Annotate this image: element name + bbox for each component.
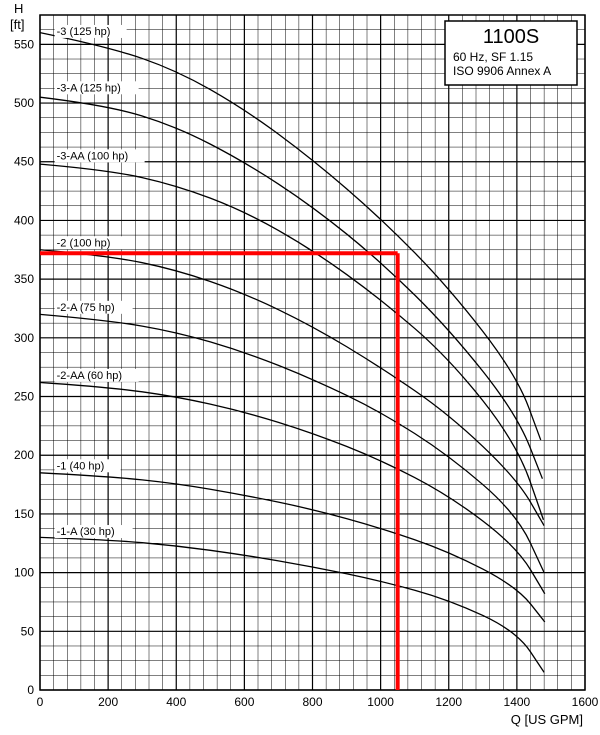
y-tick-label: 150 (14, 507, 34, 521)
x-tick-label: 1600 (572, 695, 599, 709)
x-tick-label: 1000 (367, 695, 394, 709)
x-tick-label: 200 (98, 695, 118, 709)
y-tick-label: 250 (14, 390, 34, 404)
info-box-line: 60 Hz, SF 1.15 (453, 50, 533, 64)
y-tick-label: 500 (14, 96, 34, 110)
info-box-line: ISO 9906 Annex A (453, 64, 551, 78)
curve-label: -1 (40 hp) (57, 460, 105, 472)
curve-label: -1-A (30 hp) (57, 526, 115, 538)
y-tick-label: 50 (21, 624, 35, 638)
y-axis-title-top: H (14, 1, 23, 16)
curve-label: -3 (125 hp) (57, 26, 111, 38)
curve-label: -3-A (125 hp) (57, 82, 121, 94)
pump-curve-chart: -3 (125 hp) -3-A (125 hp) -3-AA (100 hp) -2… (0, 0, 600, 735)
x-tick-label: 1200 (435, 695, 462, 709)
y-tick-label: 450 (14, 155, 34, 169)
curve-label: -2-AA (60 hp) (57, 370, 122, 382)
curve-label: -3-AA (100 hp) (57, 150, 129, 162)
x-tick-label: 400 (166, 695, 186, 709)
chart-container: -3 (125 hp) -3-A (125 hp) -3-AA (100 hp) -2… (0, 0, 600, 735)
y-tick-label: 0 (27, 683, 34, 697)
x-tick-label: 0 (37, 695, 44, 709)
y-tick-label: 550 (14, 37, 34, 51)
y-tick-label: 400 (14, 213, 34, 227)
x-axis-title: Q [US GPM] (511, 712, 583, 727)
y-axis-title-unit: [ft] (10, 17, 24, 32)
x-tick-label: 1400 (504, 695, 531, 709)
y-tick-label: 300 (14, 331, 34, 345)
curve-label: -2-A (75 hp) (57, 302, 115, 314)
y-tick-label: 100 (14, 566, 34, 580)
x-tick-label: 600 (234, 695, 254, 709)
y-tick-label: 200 (14, 448, 34, 462)
info-box-title: 1100S (483, 26, 539, 48)
curve-label: -2 (100 hp) (57, 237, 111, 249)
x-tick-label: 800 (302, 695, 322, 709)
chart-bg (0, 0, 600, 735)
y-tick-label: 350 (14, 272, 34, 286)
